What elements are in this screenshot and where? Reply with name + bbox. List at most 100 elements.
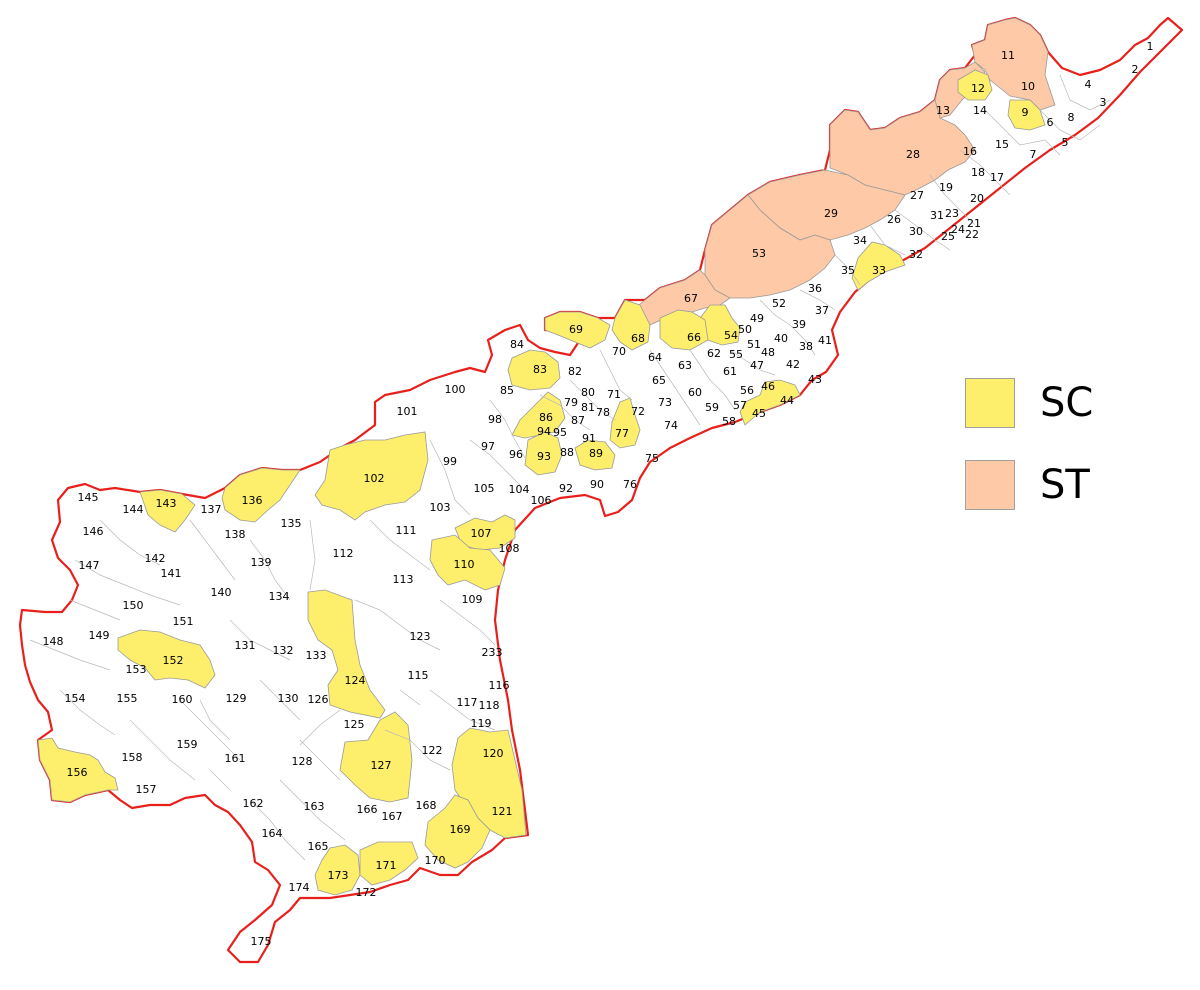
constituency-label-53: 53 — [752, 247, 766, 260]
constituency-label-46: 46 — [761, 380, 775, 393]
constituency-label-22: 22 — [965, 228, 979, 241]
sc-region-169 — [424, 794, 491, 869]
constituency-label-104: 104 — [509, 483, 530, 496]
constituency-label-141: 141 — [161, 567, 182, 580]
constituency-label-66: 66 — [687, 331, 701, 344]
constituency-label-168: 168 — [416, 799, 437, 812]
constituency-label-126: 126 — [308, 693, 329, 706]
constituency-label-127: 127 — [371, 759, 392, 772]
constituency-label-138: 138 — [225, 528, 246, 541]
constituency-label-94: 94 — [537, 425, 551, 438]
constituency-label-149: 149 — [89, 629, 110, 642]
constituency-label-25: 25 — [941, 230, 955, 243]
constituency-label-31: 31 — [930, 209, 944, 222]
constituency-label-103: 103 — [430, 501, 451, 514]
constituency-label-57: 57 — [733, 399, 747, 412]
constituency-label-51: 51 — [747, 338, 761, 351]
constituency-label-154: 154 — [65, 692, 86, 705]
constituency-label-170: 170 — [425, 854, 446, 867]
constituency-label-171: 171 — [376, 859, 397, 872]
constituency-label-101: 101 — [397, 405, 418, 418]
constituency-label-136: 136 — [242, 494, 263, 507]
sc-region-152 — [117, 629, 216, 689]
constituency-label-64: 64 — [648, 351, 662, 364]
constituency-label-92: 92 — [559, 482, 573, 495]
sc-region-68 — [611, 299, 651, 351]
constituency-label-63: 63 — [678, 359, 692, 372]
constituency-label-129: 129 — [226, 692, 247, 705]
sc-region-156 — [37, 737, 119, 803]
constituency-label-33: 33 — [872, 264, 886, 277]
sc-region-107 — [454, 514, 516, 551]
constituency-label-19: 19 — [939, 181, 953, 194]
constituency-label-148: 148 — [43, 635, 64, 648]
constituency-label-121: 121 — [492, 805, 513, 818]
constituency-label-42: 42 — [786, 358, 800, 371]
constituency-label-175: 175 — [251, 935, 272, 948]
constituency-label-110: 110 — [454, 558, 475, 571]
constituency-label-38: 38 — [799, 340, 813, 353]
constituency-label-166: 166 — [357, 803, 378, 816]
constituency-label-123: 123 — [410, 630, 431, 643]
constituency-label-145: 145 — [78, 491, 99, 504]
constituency-label-11: 11 — [1001, 49, 1015, 62]
constituency-label-169: 169 — [450, 823, 471, 836]
constituency-label-50: 50 — [738, 323, 752, 336]
constituency-label-82: 82 — [568, 365, 582, 378]
constituency-label-155: 155 — [117, 692, 138, 705]
constituency-label-99: 99 — [443, 455, 457, 468]
constituency-label-93: 93 — [537, 450, 551, 463]
constituency-label-39: 39 — [792, 318, 806, 331]
constituency-label-88: 88 — [560, 446, 574, 459]
constituency-label-2: 2 — [1132, 63, 1139, 76]
constituency-label-56: 56 — [740, 384, 754, 397]
constituency-label-144: 144 — [123, 503, 144, 516]
constituency-label-159: 159 — [177, 738, 198, 751]
constituency-label-117: 117 — [457, 696, 478, 709]
sc-region-110 — [429, 534, 506, 591]
legend-swatch-st — [965, 460, 1015, 510]
constituency-label-91: 91 — [582, 432, 596, 445]
constituency-label-8: 8 — [1068, 111, 1075, 124]
constituency-label-59: 59 — [705, 401, 719, 414]
constituency-label-132: 132 — [273, 644, 294, 657]
constituency-label-116: 116 — [489, 679, 510, 692]
constituency-label-96: 96 — [509, 448, 523, 461]
constituency-label-97: 97 — [481, 440, 495, 453]
constituency-label-172: 172 — [356, 886, 377, 899]
constituency-label-52: 52 — [772, 297, 786, 310]
constituency-label-153: 153 — [126, 663, 147, 676]
constituency-label-24: 24 — [951, 223, 965, 236]
constituency-label-165: 165 — [308, 840, 329, 853]
constituency-label-30: 30 — [909, 225, 923, 238]
constituency-label-60: 60 — [688, 386, 702, 399]
constituency-label-119: 119 — [471, 717, 492, 730]
constituency-label-174: 174 — [289, 881, 310, 894]
constituency-label-83: 83 — [533, 363, 547, 376]
constituency-label-29: 29 — [824, 207, 838, 220]
constituency-label-140: 140 — [211, 586, 232, 599]
sc-region-173 — [314, 844, 361, 896]
sc-region-83 — [507, 349, 561, 391]
constituency-label-143: 143 — [156, 497, 177, 510]
constituency-label-17: 17 — [990, 171, 1004, 184]
constituency-label-163: 163 — [304, 800, 325, 813]
constituency-label-65: 65 — [652, 374, 666, 387]
constituency-label-95: 95 — [553, 426, 567, 439]
sc-region-127 — [339, 711, 413, 803]
constituency-label-139: 139 — [251, 556, 272, 569]
constituency-label-40: 40 — [774, 332, 788, 345]
sc-region-66 — [659, 309, 709, 351]
constituency-label-81: 81 — [581, 401, 595, 414]
constituency-label-6: 6 — [1047, 116, 1054, 129]
constituency-label-128: 128 — [292, 755, 313, 768]
constituency-label-7: 7 — [1030, 148, 1037, 161]
constituency-label-124: 124 — [345, 674, 366, 687]
constituency-label-161: 161 — [225, 752, 246, 765]
constituency-label-15: 15 — [995, 138, 1009, 151]
constituency-label-113: 113 — [393, 573, 414, 586]
constituency-label-125: 125 — [344, 718, 365, 731]
constituency-label-18: 18 — [971, 166, 985, 179]
constituency-label-45: 45 — [752, 407, 766, 420]
